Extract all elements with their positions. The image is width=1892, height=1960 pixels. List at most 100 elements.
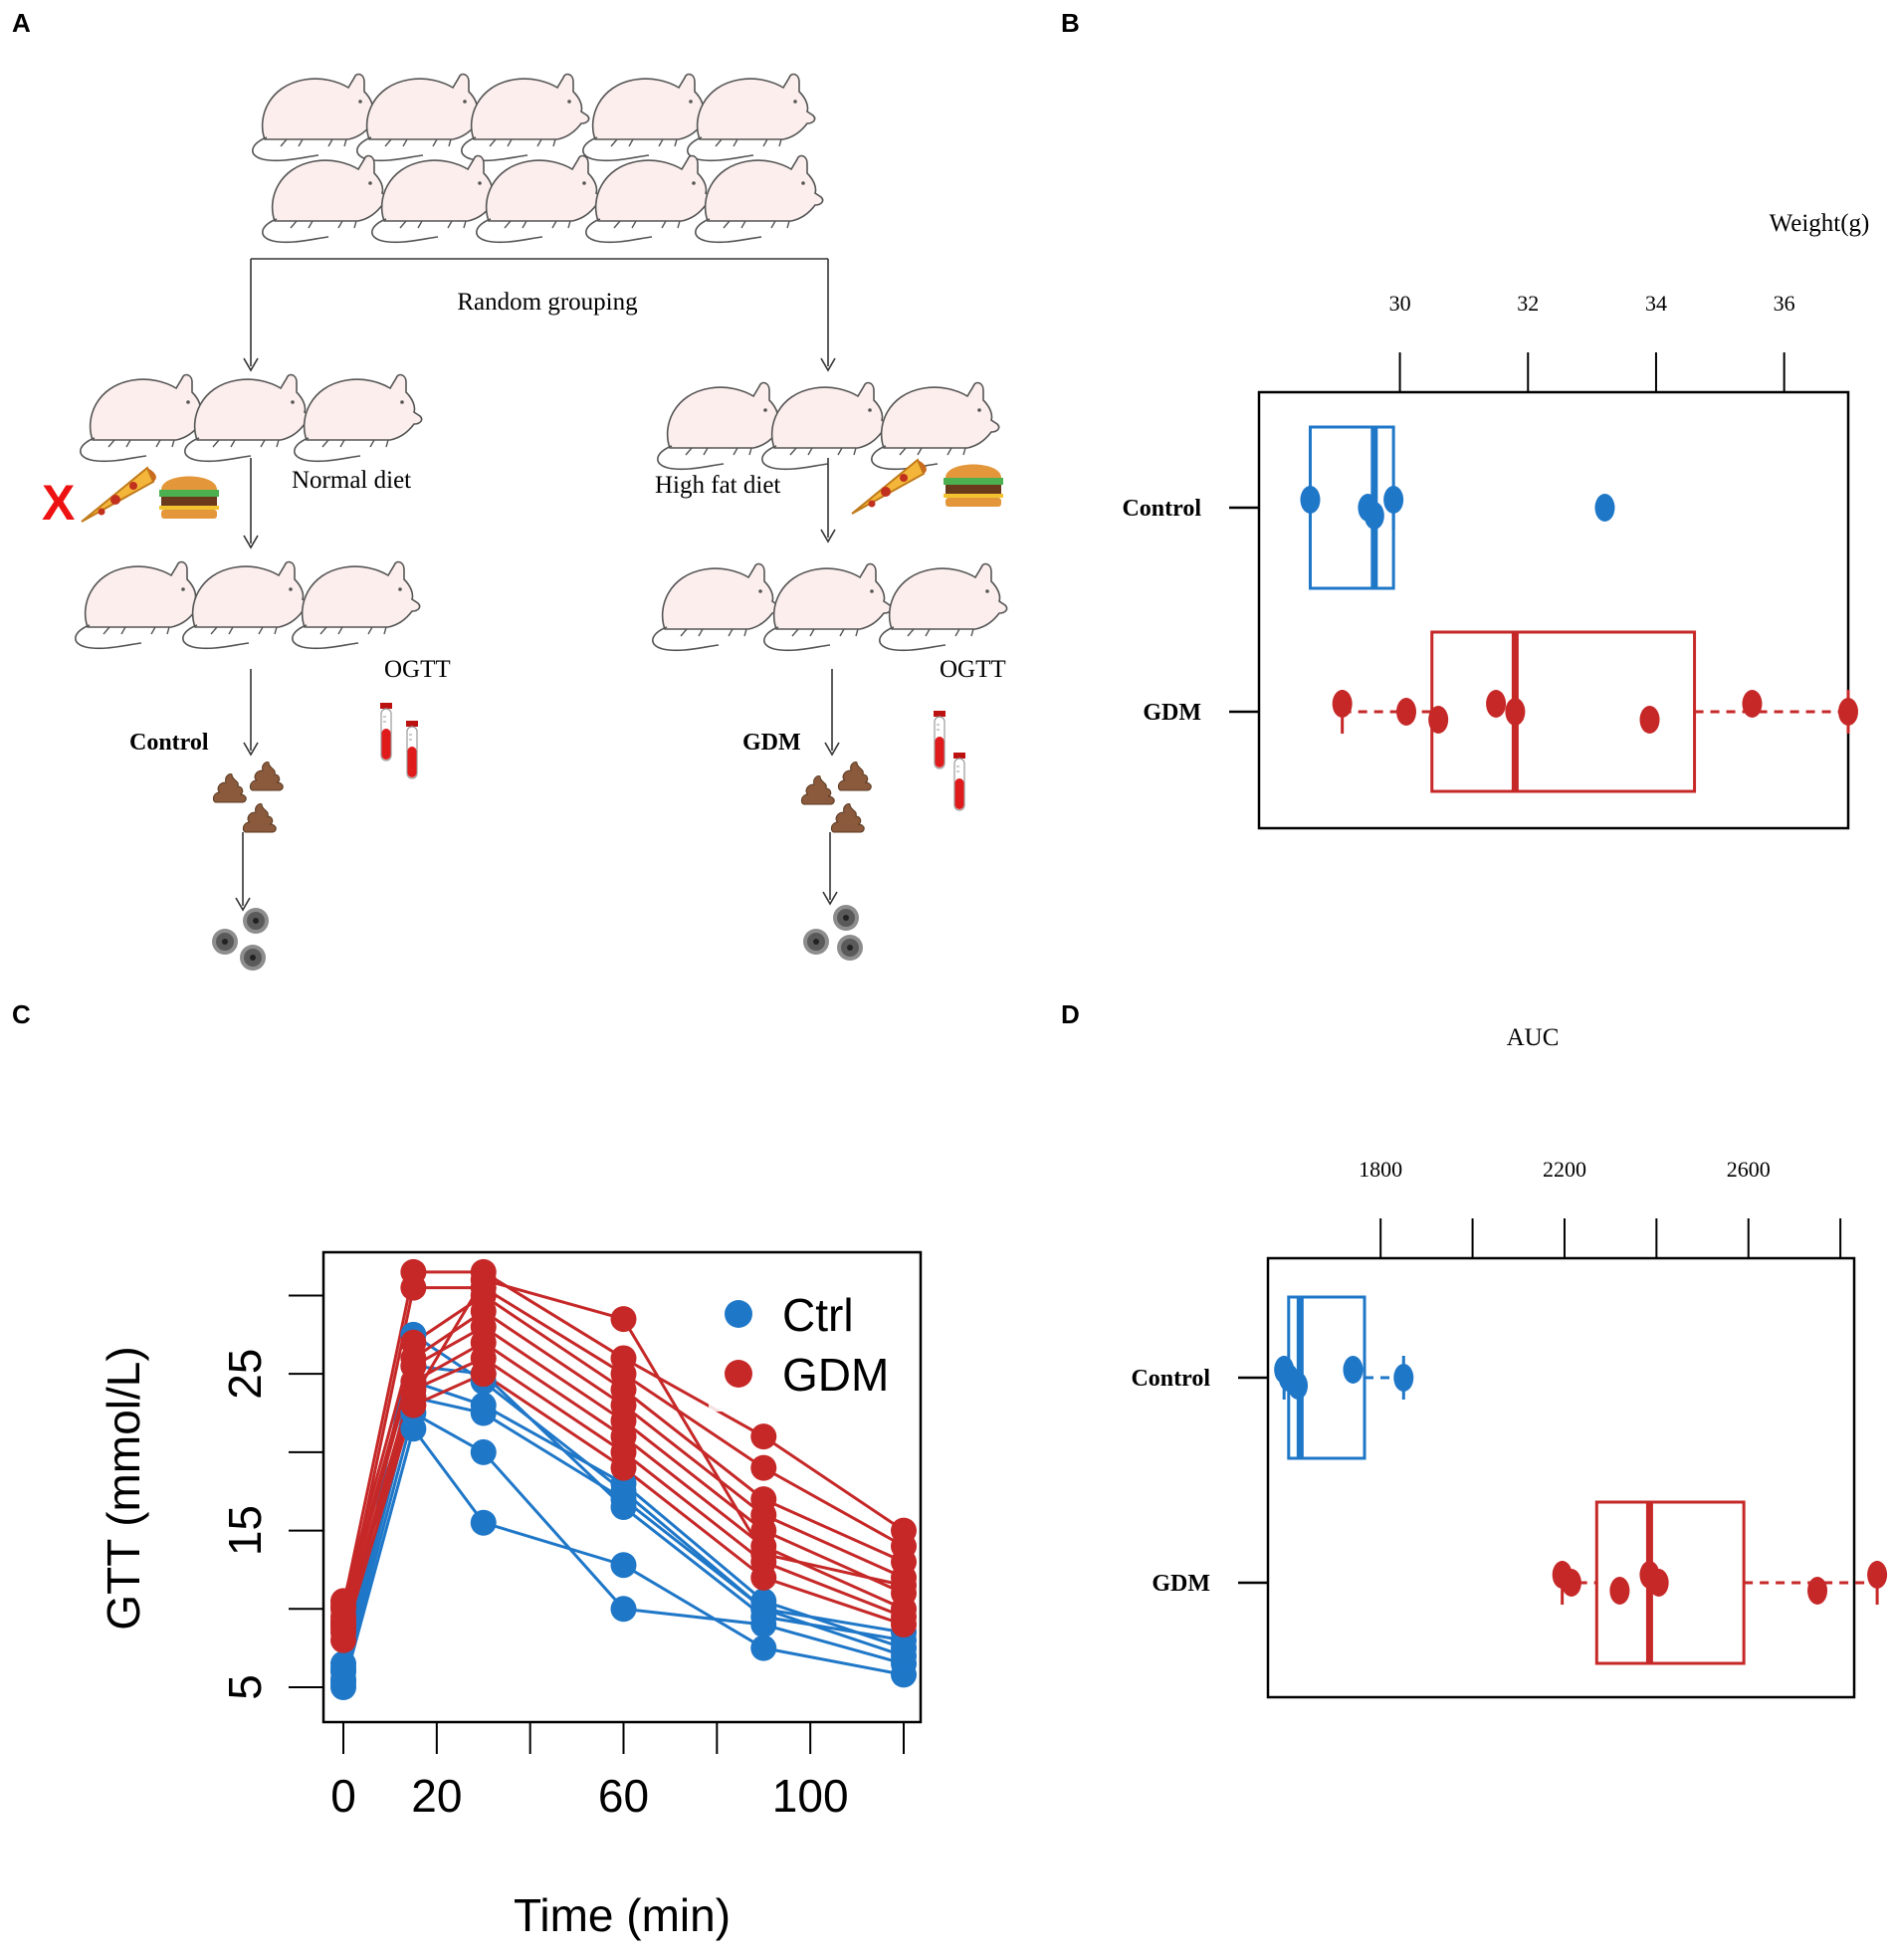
- feces-icon: [800, 774, 835, 805]
- gdm-data-point: [330, 1615, 356, 1641]
- mouse-icon: [356, 73, 486, 162]
- high-fat-diet-label: High fat diet: [655, 472, 780, 499]
- gdm-data-point: [610, 1345, 637, 1372]
- ctrl-data-point: [750, 1634, 777, 1661]
- data-point: [1343, 1356, 1364, 1384]
- grouping-bracket: [243, 258, 836, 372]
- legend-swatch-ctrl: [725, 1300, 752, 1328]
- mouse-icon: [687, 73, 816, 162]
- gdm-data-point: [750, 1454, 777, 1481]
- data-point: [1486, 690, 1507, 718]
- mouse-group-gdm-before: [657, 381, 1000, 471]
- x-tick-label: 60: [598, 1770, 649, 1822]
- ogtt-label-gdm: OGTT: [940, 656, 1006, 683]
- ctrl-data-point: [610, 1596, 637, 1623]
- y-tick-label: 5: [219, 1674, 271, 1700]
- panel-a-study-design: Random grouping X Normal diet Hig: [42, 73, 1008, 971]
- data-point: [1639, 706, 1660, 734]
- axis-title: AUC: [1507, 1024, 1560, 1051]
- sequencing-disc-icon: [833, 905, 859, 931]
- gdm-series-line: [341, 1277, 905, 1629]
- group-label: GDM: [1143, 700, 1201, 726]
- mouse-icon: [184, 373, 314, 463]
- gdm-series-line: [341, 1270, 905, 1607]
- feces-group-gdm: [800, 761, 872, 833]
- mouse-icon: [294, 373, 423, 463]
- data-point: [1396, 698, 1416, 726]
- burger-icon: [944, 464, 1003, 507]
- box-iqr: [1594, 1500, 1746, 1665]
- data-point: [1428, 706, 1449, 734]
- cross-mark: X: [42, 475, 75, 531]
- blood-tube-icon: [379, 702, 393, 762]
- feces-icon: [242, 802, 277, 833]
- gdm-data-point: [891, 1517, 917, 1544]
- data-point: [1288, 1372, 1309, 1400]
- plot-frame: [1257, 390, 1850, 830]
- mouse-icon: [80, 373, 209, 463]
- mouse-icon: [292, 560, 421, 650]
- x-tick-label: 0: [330, 1770, 356, 1822]
- mouse-icon: [871, 381, 1000, 471]
- control-group-label: Control: [129, 730, 209, 756]
- mouse-icon: [371, 154, 501, 244]
- mouse-icon: [182, 560, 312, 650]
- data-point: [1609, 1577, 1630, 1605]
- sequencing-disc-icon: [240, 945, 266, 971]
- data-point: [1742, 690, 1763, 718]
- gdm-data-point: [330, 1593, 356, 1620]
- gdm-data-point: [750, 1541, 777, 1568]
- y-axis-label: GTT (mmol/L): [98, 1346, 149, 1630]
- panel-label-b: B: [1061, 8, 1080, 38]
- ctrl-data-point: [750, 1596, 777, 1623]
- data-point: [1838, 698, 1858, 726]
- gdm-data-point: [750, 1486, 777, 1513]
- data-point: [1594, 494, 1615, 522]
- pizza-icon: [81, 466, 156, 523]
- data-point: [1867, 1561, 1888, 1589]
- data-point: [1807, 1577, 1828, 1605]
- feces-icon: [830, 802, 865, 833]
- ctrl-data-point: [330, 1655, 356, 1682]
- ctrl-series-line: [341, 1411, 905, 1680]
- data-point: [1332, 690, 1353, 718]
- gdm-data-point: [891, 1572, 917, 1599]
- sequencing-disc-icon: [803, 929, 829, 955]
- tick-label: 1800: [1359, 1157, 1402, 1182]
- gdm-data-point: [400, 1258, 427, 1285]
- mouse-icon: [585, 154, 715, 244]
- mouse-icon: [252, 73, 381, 162]
- mouse-icon: [476, 154, 605, 244]
- legend-label-gdm: GDM: [782, 1349, 889, 1401]
- data-point: [1505, 698, 1526, 726]
- gdm-data-point: [400, 1329, 427, 1356]
- ctrl-series-line: [341, 1424, 905, 1688]
- data-point: [1648, 1569, 1669, 1597]
- ctrl-data-point: [610, 1552, 637, 1579]
- gdm-data-point: [750, 1423, 777, 1450]
- blood-tube-icon: [405, 720, 419, 779]
- ogtt-label-control: OGTT: [384, 656, 451, 683]
- mouse-icon: [262, 154, 391, 244]
- tick-label: 34: [1645, 291, 1667, 316]
- axis-title: Weight(g): [1770, 210, 1870, 237]
- y-tick-label: 25: [219, 1349, 271, 1400]
- mouse-icon: [652, 562, 781, 652]
- y-tick-label: 15: [219, 1505, 271, 1556]
- legend-label-ctrl: Ctrl: [782, 1289, 854, 1341]
- mouse-group-top: [252, 73, 824, 244]
- data-point: [1364, 502, 1384, 530]
- data-point: [1300, 486, 1321, 514]
- tick-label: 2200: [1543, 1157, 1586, 1182]
- group-label: GDM: [1152, 1571, 1210, 1597]
- sequencing-disc-icon: [212, 929, 238, 955]
- x-tick-label: 20: [411, 1770, 462, 1822]
- data-point: [1383, 486, 1404, 514]
- x-tick-label: 100: [772, 1770, 849, 1822]
- ctrl-data-point: [470, 1509, 497, 1536]
- data-point: [1561, 1569, 1581, 1597]
- panel-b-weight-boxplot: Weight(g) 30 32 34 36 Control GDM: [1122, 210, 1870, 830]
- x-axis-label: Time (min): [514, 1889, 731, 1941]
- mouse-icon: [461, 73, 590, 162]
